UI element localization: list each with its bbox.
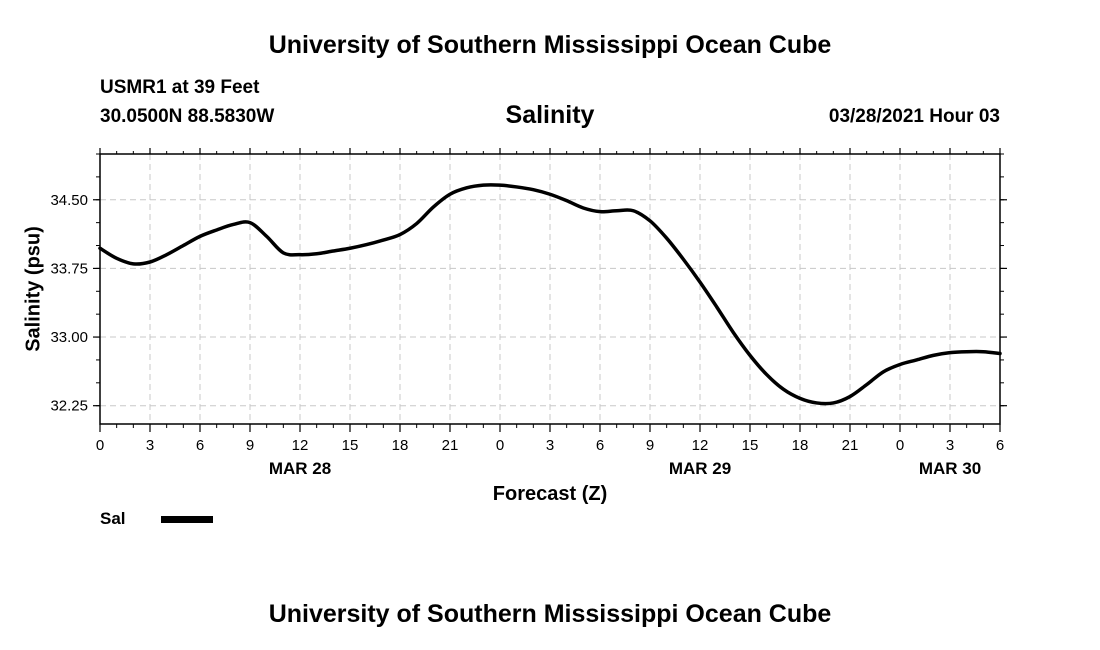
- x-tick-label: 0: [896, 437, 904, 454]
- x-tick-label: 15: [742, 437, 759, 454]
- x-tick-label: 6: [596, 437, 604, 454]
- x-tick-label: 21: [442, 437, 459, 454]
- forecast-timestamp: 03/28/2021 Hour 03: [828, 106, 1000, 127]
- date-label: MAR 30: [919, 459, 981, 478]
- station-coordinates: 30.0500N 88.5830W: [100, 106, 275, 127]
- x-tick-label: 0: [496, 437, 504, 454]
- y-tick-label: 33.75: [50, 260, 88, 277]
- y-axis-label: Salinity (psu): [22, 226, 44, 352]
- date-label: MAR 28: [269, 459, 331, 478]
- x-tick-label: 0: [96, 437, 104, 454]
- chart-title: Salinity: [505, 101, 595, 129]
- x-axis-label: Forecast (Z): [493, 483, 607, 505]
- x-tick-label: 15: [342, 437, 359, 454]
- legend-label: Sal: [100, 509, 126, 528]
- x-axis-ticks: 0 3 6 9 12 15 18 21 0 3 6 9 12 15 18 21 0 3 6 MAR 28 MAR 29 M…: [96, 148, 1004, 478]
- bottom-title: University of Southern Mississippi Ocean…: [268, 600, 832, 628]
- x-tick-label: 3: [146, 437, 154, 454]
- y-axis-ticks: 32.25 33.00 33.75 34.50: [50, 153, 1007, 415]
- legend-swatch: [161, 516, 213, 523]
- date-label: MAR 29: [669, 459, 731, 478]
- x-tick-label: 12: [292, 437, 309, 454]
- y-tick-label: 33.00: [50, 329, 88, 346]
- top-title: University of Southern Mississippi Ocean…: [268, 31, 832, 59]
- y-tick-label: 32.25: [50, 398, 88, 415]
- x-tick-label: 3: [946, 437, 954, 454]
- station-label: USMR1 at 39 Feet: [100, 77, 260, 98]
- x-tick-label: 18: [792, 437, 809, 454]
- x-tick-label: 12: [692, 437, 709, 454]
- x-tick-label: 6: [996, 437, 1004, 454]
- x-tick-label: 21: [842, 437, 859, 454]
- y-tick-label: 34.50: [50, 192, 88, 209]
- x-tick-label: 9: [646, 437, 654, 454]
- x-tick-label: 3: [546, 437, 554, 454]
- grid-lines: [100, 154, 1000, 424]
- x-tick-label: 6: [196, 437, 204, 454]
- x-tick-label: 18: [392, 437, 409, 454]
- x-tick-label: 9: [246, 437, 254, 454]
- series-lines: [98, 183, 1002, 406]
